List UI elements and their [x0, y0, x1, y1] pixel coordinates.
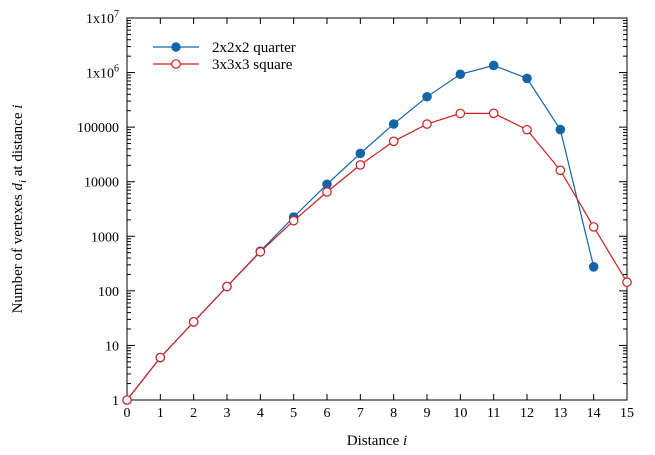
x-tick-label: 2	[190, 406, 197, 421]
y-tick-label: 1000	[91, 230, 119, 245]
x-tick-label: 10	[453, 406, 467, 421]
series-layer	[122, 60, 632, 405]
y-tick-label: 1	[112, 394, 119, 409]
x-tick-label: 9	[424, 406, 431, 421]
y-tick-label: 1x106	[86, 64, 119, 82]
y-tick-label: 10000	[84, 176, 119, 191]
x-tick-label: 13	[553, 406, 567, 421]
y-tick-label: 100	[98, 285, 119, 300]
data-point	[288, 215, 299, 226]
data-point	[522, 73, 532, 84]
data-point	[155, 352, 166, 363]
y-tick-label: 1x107	[86, 9, 119, 27]
data-point	[222, 281, 232, 292]
x-tick-label: 4	[257, 406, 264, 421]
x-tick-label: 14	[587, 406, 601, 421]
legend-marker-2x2x2	[171, 42, 181, 52]
data-point	[188, 317, 199, 327]
x-tick-label: 12	[520, 406, 534, 421]
data-point	[588, 261, 599, 272]
y-axis-label: Number of vertexes di at distance i	[10, 105, 29, 314]
series-1	[122, 108, 632, 405]
data-point	[455, 108, 466, 119]
x-axis-label: Distance i	[347, 433, 407, 449]
series-0	[122, 60, 599, 405]
legend-label-2x2x2: 2x2x2 quarter	[212, 40, 296, 56]
data-point	[555, 124, 566, 135]
series-line	[126, 112, 628, 401]
x-axis-ticks: 0 1 2 3 4 5 6 7 8 9 10 11 12 13 14 15	[124, 18, 634, 421]
data-point	[555, 165, 566, 176]
x-tick-label: 8	[390, 406, 397, 421]
x-tick-label: 1	[157, 406, 164, 421]
x-tick-label: 5	[290, 406, 297, 421]
series-line	[126, 64, 595, 401]
x-tick-label: 3	[224, 406, 231, 421]
data-point	[255, 247, 266, 257]
data-point	[122, 395, 132, 405]
x-tick-label: 0	[124, 406, 131, 421]
legend-label-3x3x3: 3x3x3 square	[212, 57, 293, 73]
data-point	[388, 119, 399, 129]
y-axis-ticks: 1 10 100 1000 10000 100000 1x106 1x107	[77, 9, 627, 409]
data-point	[588, 222, 599, 232]
data-point	[522, 124, 532, 135]
x-tick-label: 11	[487, 406, 500, 421]
x-tick-label: 6	[324, 406, 331, 421]
data-point	[622, 277, 632, 288]
data-point	[488, 108, 499, 119]
data-point	[388, 136, 399, 147]
data-point	[422, 91, 432, 102]
data-point	[455, 69, 466, 80]
y-tick-label: 10	[105, 339, 119, 354]
x-tick-label: 7	[357, 406, 364, 421]
data-point	[355, 160, 366, 170]
data-point	[422, 119, 432, 129]
legend: 2x2x2 quarter 3x3x3 square	[153, 40, 296, 73]
data-point	[322, 187, 332, 197]
data-point	[488, 60, 499, 71]
x-tick-label: 15	[620, 406, 634, 421]
y-tick-label: 100000	[77, 121, 119, 136]
legend-marker-3x3x3	[171, 59, 181, 69]
plot-frame	[126, 17, 628, 401]
data-point	[355, 148, 366, 159]
